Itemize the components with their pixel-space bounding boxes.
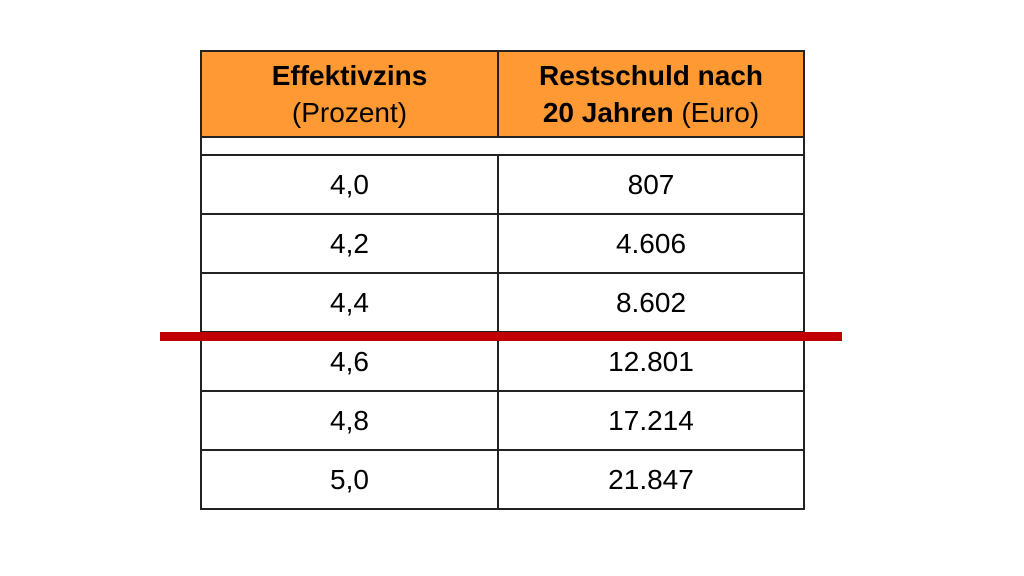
table-row: 4,0 807	[200, 154, 805, 215]
zins-cell: 4,2	[200, 213, 499, 274]
header-effektivzins-title: Effektivzins	[271, 60, 428, 91]
restschuld-cell: 17.214	[497, 390, 805, 451]
table-row: 4,8 17.214	[200, 390, 805, 451]
zins-cell: 4,4	[200, 272, 499, 333]
spacer-row	[200, 136, 805, 156]
table-row: 4,2 4.606	[200, 213, 805, 274]
zins-cell: 5,0	[200, 449, 499, 510]
restschuld-cell: 8.602	[497, 272, 805, 333]
header-row: Effektivzins (Prozent) Restschuld nach 2…	[200, 50, 805, 138]
spacer-cell	[200, 136, 805, 156]
header-effektivzins: Effektivzins (Prozent)	[200, 50, 499, 138]
threshold-line	[160, 332, 842, 341]
restschuld-cell: 4.606	[497, 213, 805, 274]
rate-table: Effektivzins (Prozent) Restschuld nach 2…	[200, 50, 805, 510]
zins-cell: 4,0	[200, 154, 499, 215]
zins-cell: 4,6	[200, 331, 499, 392]
header-restschuld: Restschuld nach 20 Jahren (Euro)	[497, 50, 805, 138]
zins-cell: 4,8	[200, 390, 499, 451]
table-row: 5,0 21.847	[200, 449, 805, 510]
restschuld-cell: 807	[497, 154, 805, 215]
header-effektivzins-unit: (Prozent)	[291, 97, 408, 128]
table-row: 4,6 12.801	[200, 331, 805, 392]
header-restschuld-title: Restschuld nach	[538, 60, 764, 91]
rate-table-container: Effektivzins (Prozent) Restschuld nach 2…	[200, 50, 805, 510]
header-restschuld-unit: (Euro)	[681, 97, 760, 128]
restschuld-cell: 12.801	[497, 331, 805, 392]
restschuld-cell: 21.847	[497, 449, 805, 510]
header-restschuld-period: 20 Jahren	[542, 97, 674, 128]
table-row: 4,4 8.602	[200, 272, 805, 333]
